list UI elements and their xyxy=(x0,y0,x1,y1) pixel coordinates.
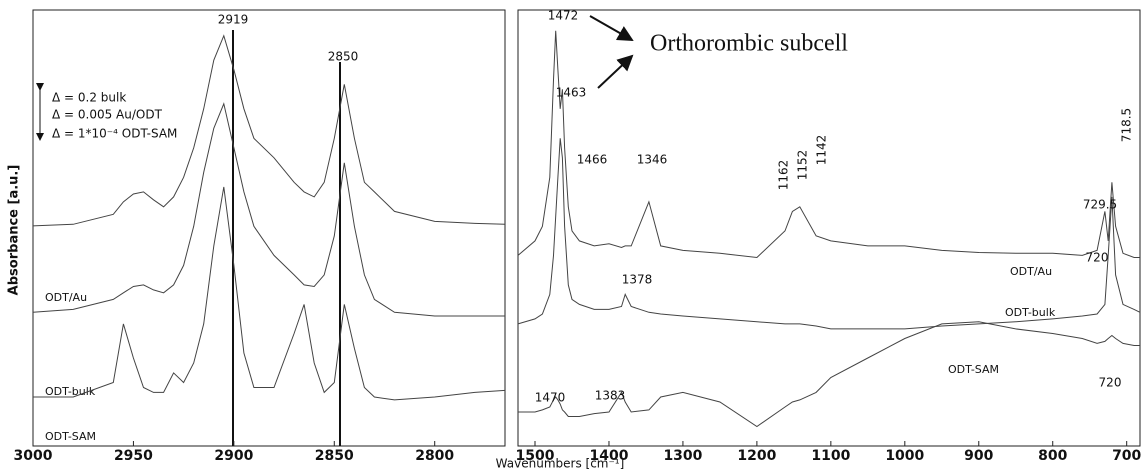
x-tick-label: 1500 xyxy=(516,448,555,464)
x-tick-label: 2900 xyxy=(214,448,253,464)
x-tick-label: 800 xyxy=(1038,448,1067,464)
spectrum xyxy=(33,186,506,401)
x-tick-label: 1300 xyxy=(663,448,702,464)
annotation: 1162 xyxy=(777,160,791,191)
annotation: 1470 xyxy=(535,391,566,405)
annotation: 2919 xyxy=(218,13,249,27)
annotation: 720 xyxy=(1086,251,1109,265)
annotation: 1383 xyxy=(595,389,626,403)
x-tick-label: 1400 xyxy=(589,448,628,464)
spectrum xyxy=(32,34,506,227)
frame xyxy=(517,9,1141,447)
annotation: 720 xyxy=(1099,376,1122,390)
annotation: 1466 xyxy=(577,153,608,167)
annotation: 2850 xyxy=(328,50,359,64)
x-tick-label: 900 xyxy=(964,448,993,464)
x-tick-label: 2800 xyxy=(415,448,454,464)
spectrum xyxy=(32,102,505,317)
annotation: 1142 xyxy=(815,135,829,166)
arrow xyxy=(597,54,634,89)
x-tick-label: 1100 xyxy=(811,448,850,464)
spectrum xyxy=(517,30,1140,259)
annotation: Δ = 0.005 Au/ODT xyxy=(52,108,163,122)
annotation: Δ = 1*10⁻⁴ ODT-SAM xyxy=(52,127,177,141)
annotation: 1378 xyxy=(622,273,653,287)
arrow xyxy=(589,15,634,41)
series-label: ODT-bulk xyxy=(45,385,96,398)
series-label: ODT/Au xyxy=(45,291,87,304)
series-label: ODT/Au xyxy=(1010,265,1052,278)
spectrum xyxy=(518,321,1140,428)
annotation: 1472 xyxy=(548,9,579,23)
x-tick-label: 2850 xyxy=(315,448,354,464)
frame xyxy=(32,9,506,447)
annotation: Δ = 0.2 bulk xyxy=(52,91,126,105)
annotation: 1346 xyxy=(637,153,668,167)
spectrum xyxy=(517,138,1141,330)
series-label: ODT-SAM xyxy=(948,363,999,376)
series-label: ODT-SAM xyxy=(45,430,96,443)
y-axis-label: Absorbance [a.u.] xyxy=(7,165,22,296)
x-tick-label: 3000 xyxy=(14,448,53,464)
series-label: ODT-bulk xyxy=(1005,306,1056,319)
x-tick-label: 1200 xyxy=(737,448,776,464)
x-tick-label: 1000 xyxy=(885,448,924,464)
x-tick-label: 2950 xyxy=(114,448,153,464)
annotation: 718.5 xyxy=(1120,108,1134,142)
annotation: 1152 xyxy=(796,150,810,181)
x-axis-label: Wavenumbers [cm⁻¹] xyxy=(496,457,625,471)
x-tick-label: 700 xyxy=(1112,448,1141,464)
annotation: 729.5 xyxy=(1083,198,1117,212)
annotation: Orthorombic subcell xyxy=(650,31,848,57)
annotation: 1463 xyxy=(556,86,587,100)
